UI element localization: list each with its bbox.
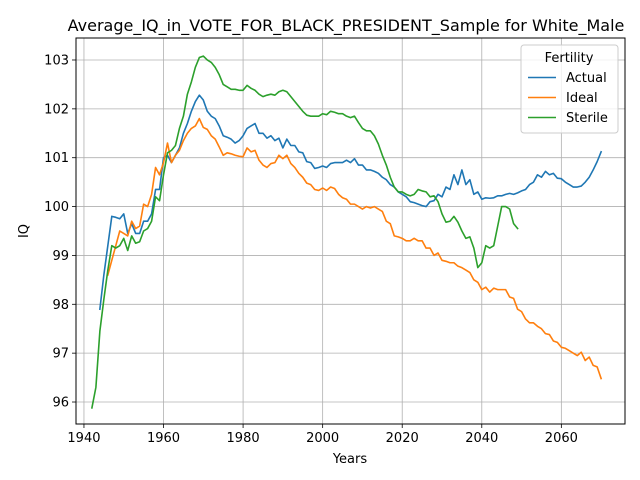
y-tick-label: 96: [52, 396, 69, 411]
x-tick-label: 2000: [306, 431, 339, 446]
legend-label-ideal: Ideal: [566, 91, 598, 106]
legend: Fertility Actual Ideal Sterile: [520, 44, 619, 134]
legend-box: [520, 44, 619, 134]
series-line-sterile: [90, 55, 519, 409]
x-tick-label: 2040: [465, 431, 498, 446]
x-axis-label: Years: [332, 452, 368, 467]
chart-title: Average_IQ_in_VOTE_FOR_BLACK_PRESIDENT_S…: [68, 16, 625, 36]
series-line-actual: [98, 94, 603, 311]
legend-label-sterile: Sterile: [566, 111, 608, 126]
y-tick-label: 99: [52, 249, 69, 264]
plot-frame: [75, 37, 626, 425]
series-layer: [90, 55, 603, 409]
y-tick-label: 98: [52, 298, 69, 313]
x-tick-label: 2060: [545, 431, 578, 446]
x-axis-ticks: 1940 1960 1980 2000 2020 2040 2060: [67, 424, 578, 446]
legend-label-actual: Actual: [566, 71, 607, 86]
y-tick-label: 101: [44, 151, 69, 166]
y-axis-label: IQ: [17, 224, 32, 238]
y-axis-ticks: 96 97 98 99 100 101 102 103: [44, 53, 76, 411]
x-tick-label: 2020: [386, 431, 419, 446]
x-tick-label: 1960: [147, 431, 180, 446]
x-tick-label: 1980: [227, 431, 260, 446]
series-line-ideal: [106, 117, 603, 380]
y-tick-label: 100: [44, 200, 69, 215]
y-tick-label: 103: [44, 53, 69, 68]
y-tick-label: 97: [52, 347, 69, 362]
legend-items: Actual Ideal Sterile: [528, 71, 608, 126]
y-tick-label: 102: [44, 102, 69, 117]
x-tick-label: 1940: [67, 431, 100, 446]
grid-lines: [76, 38, 625, 424]
legend-title: Fertility: [545, 51, 594, 66]
